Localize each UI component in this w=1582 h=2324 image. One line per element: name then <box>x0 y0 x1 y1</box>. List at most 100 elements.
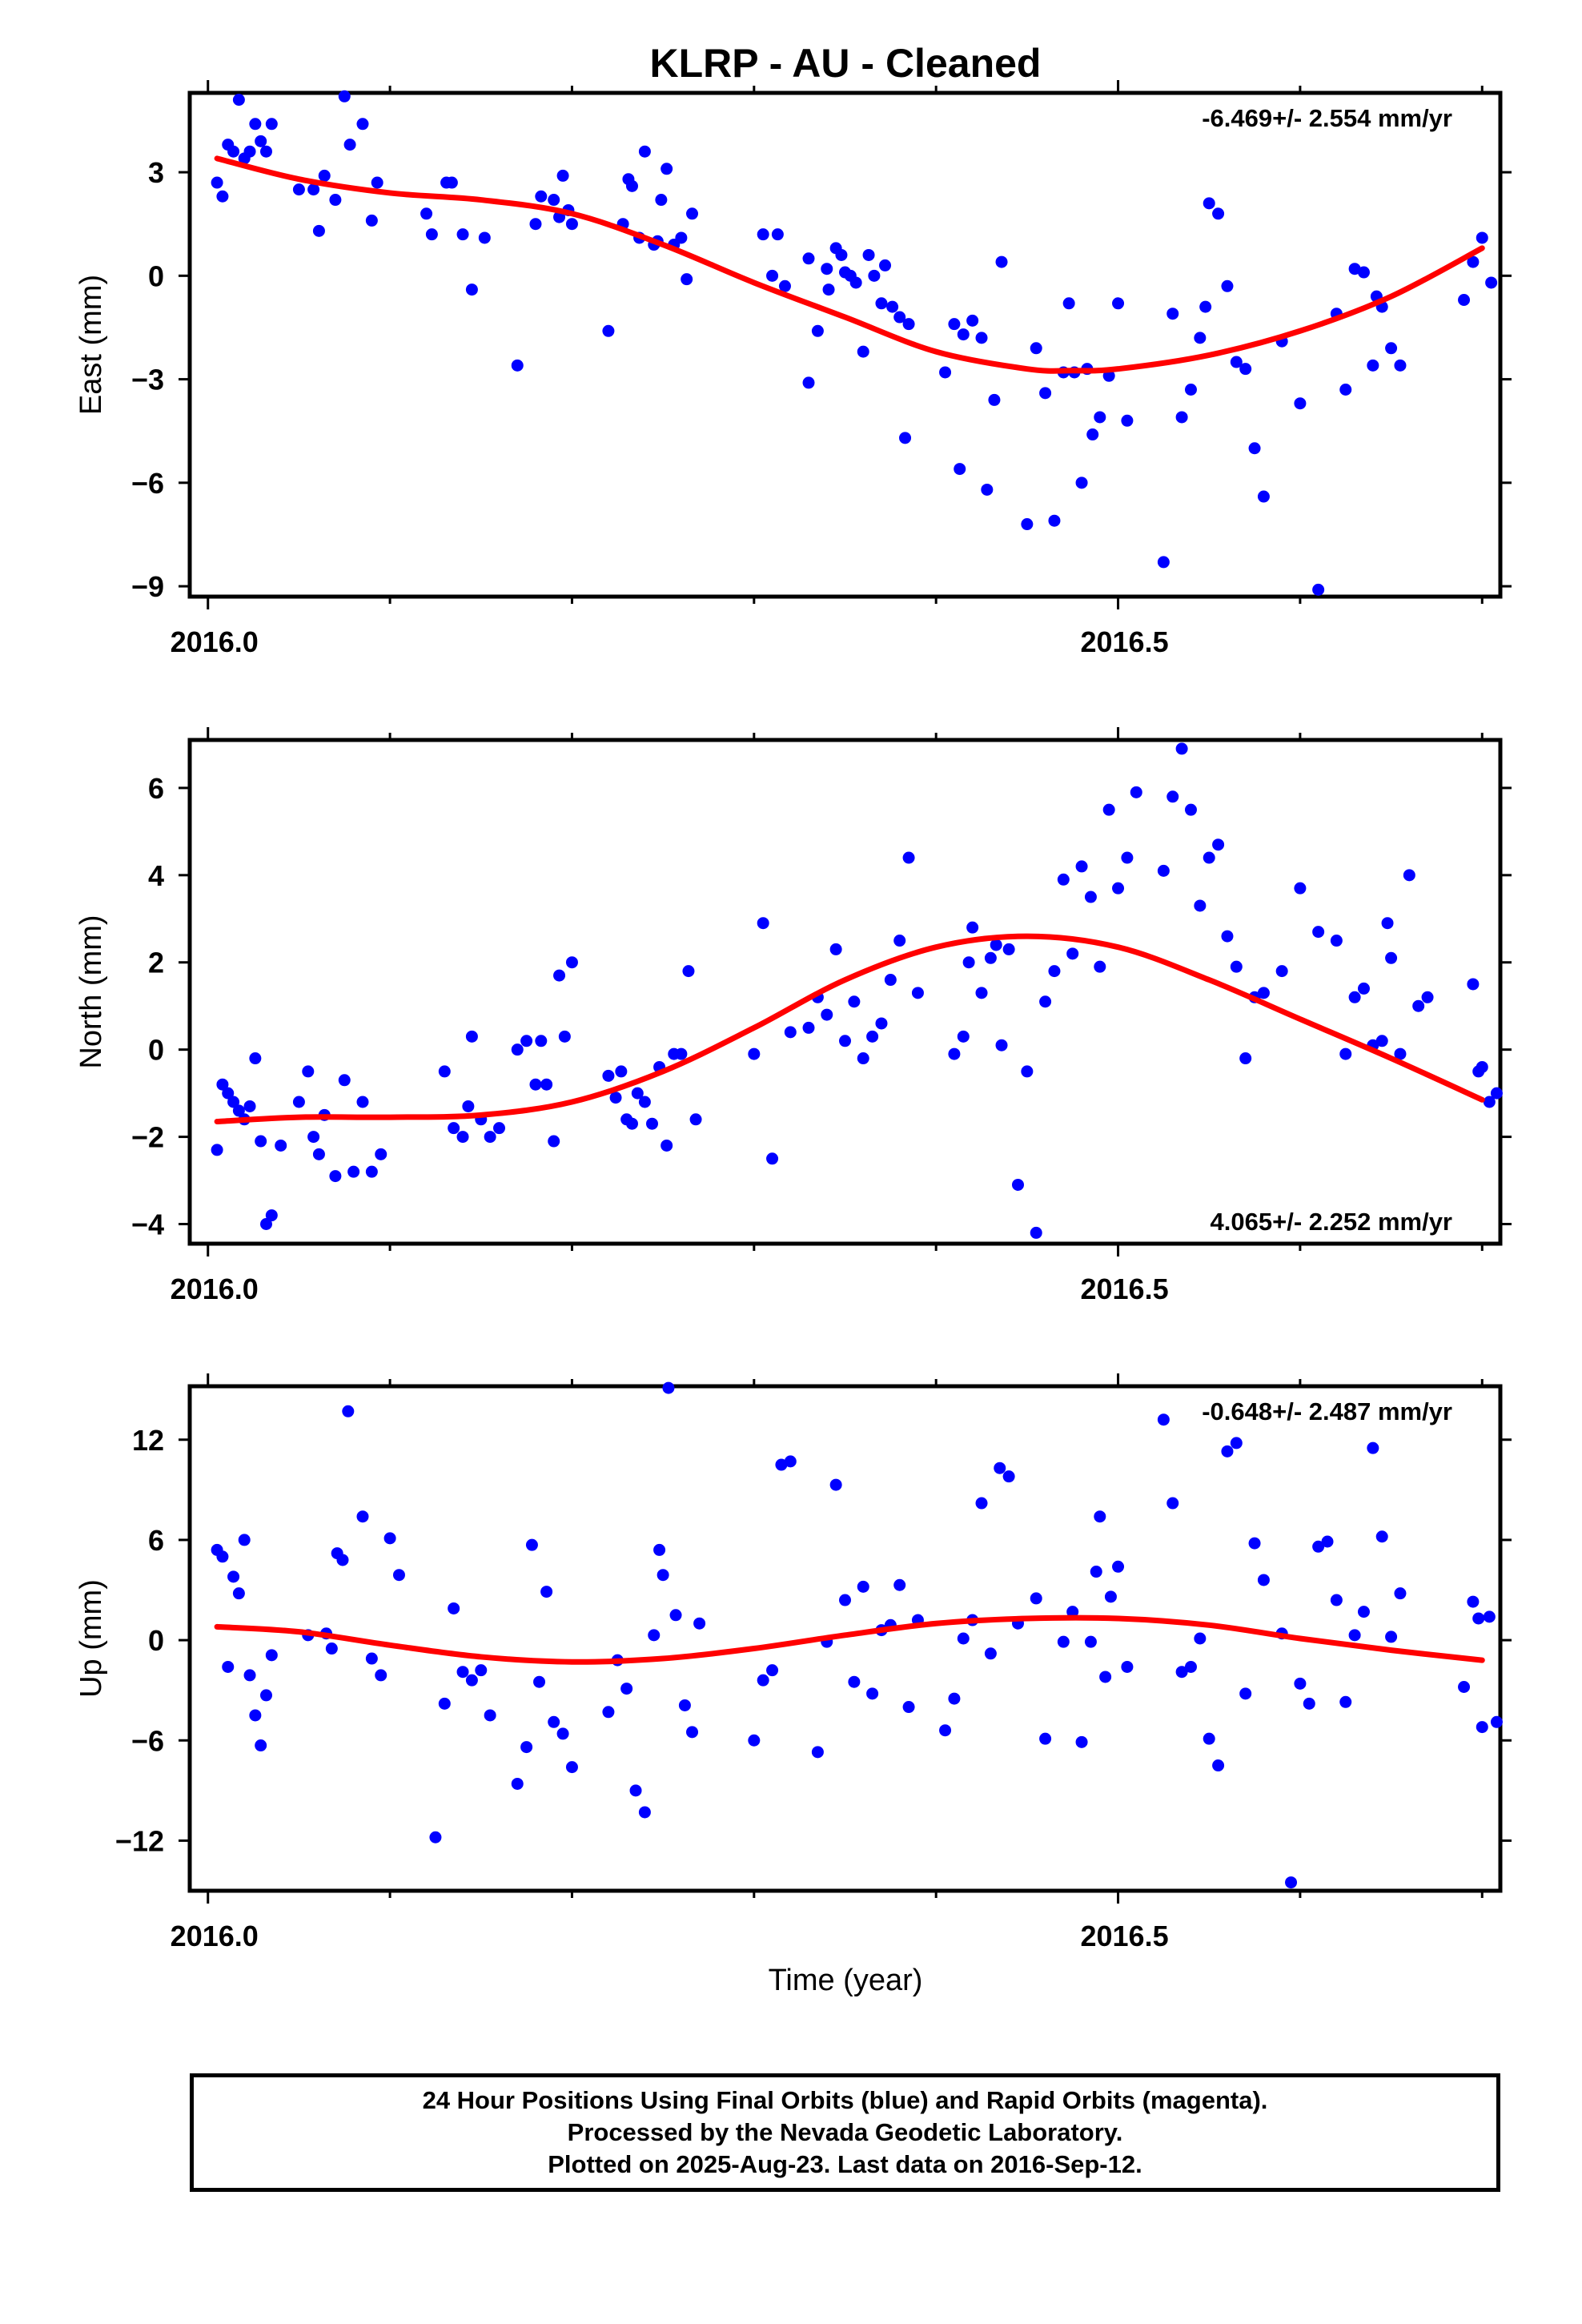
east-data-point <box>638 145 651 158</box>
east-data-point <box>1194 332 1207 344</box>
east-data-point <box>835 248 848 261</box>
east-data-point <box>675 231 688 244</box>
east-data-point <box>811 324 824 337</box>
up-data-point <box>784 1455 797 1468</box>
north-data-point <box>1121 851 1134 864</box>
east-data-point <box>802 376 815 389</box>
north-data-point <box>484 1131 496 1144</box>
up-data-point <box>1066 1606 1079 1618</box>
x-axis-label: Time (year) <box>769 1964 923 1997</box>
up-rate-label: -0.648+/- 2.487 mm/yr <box>1202 1397 1452 1425</box>
north-data-point <box>682 965 695 978</box>
up-data-point <box>766 1664 779 1677</box>
north-data-point <box>1048 965 1061 978</box>
east-data-point <box>875 297 888 310</box>
east-data-point <box>899 432 912 444</box>
up-data-point <box>748 1734 761 1747</box>
north-data-point <box>1212 838 1225 851</box>
east-data-point <box>849 276 862 289</box>
north-data-point <box>275 1139 287 1152</box>
north-data-point <box>1002 943 1015 955</box>
up-data-point <box>1303 1697 1315 1710</box>
up-data-point <box>629 1784 642 1797</box>
up-data-point <box>565 1761 578 1774</box>
east-ytick-label: 0 <box>148 259 164 292</box>
north-data-point <box>748 1047 761 1060</box>
north-data-point <box>1011 1178 1024 1191</box>
up-ytick-label: 12 <box>132 1424 164 1457</box>
east-data-point <box>821 263 833 275</box>
up-data-point <box>1090 1566 1102 1578</box>
north-data-point <box>1066 947 1079 960</box>
up-data-point <box>1057 1635 1070 1648</box>
north-data-point <box>1175 742 1188 755</box>
east-data-point <box>1476 231 1488 244</box>
north-data-point <box>1330 935 1343 947</box>
up-data-point <box>1121 1660 1134 1673</box>
north-data-point <box>966 921 979 934</box>
east-data-point <box>243 145 256 158</box>
north-data-point <box>975 987 988 999</box>
east-data-point <box>529 218 542 231</box>
east-data-point <box>329 194 342 207</box>
north-data-point <box>857 1052 869 1065</box>
up-data-point <box>548 1715 560 1728</box>
north-data-point <box>1194 899 1207 912</box>
north-data-point <box>548 1135 560 1148</box>
east-data-point <box>371 176 383 189</box>
east-data-point <box>1112 297 1125 310</box>
up-data-point <box>465 1674 478 1687</box>
chart-title: KLRP - AU - Cleaned <box>650 41 1042 86</box>
up-data-point <box>484 1709 496 1722</box>
east-data-point <box>1467 255 1480 268</box>
north-data-point <box>661 1139 673 1152</box>
north-data-point <box>1339 1047 1352 1060</box>
up-data-point <box>1476 1721 1488 1734</box>
east-data-point <box>661 163 673 175</box>
up-data-point <box>1175 1666 1188 1679</box>
north-data-point <box>1275 965 1288 978</box>
north-data-point <box>243 1100 256 1112</box>
east-data-point <box>939 366 952 379</box>
north-data-point <box>227 1096 240 1108</box>
up-xtick-label: 2016.0 <box>171 1920 259 1952</box>
east-ytick-label: −3 <box>131 364 164 396</box>
north-data-point <box>1294 882 1307 895</box>
east-data-point <box>857 345 869 358</box>
north-data-point <box>829 943 842 955</box>
north-data-point <box>866 1030 879 1043</box>
up-data-point <box>325 1642 338 1655</box>
up-data-point <box>620 1683 633 1695</box>
east-data-point <box>988 393 1001 406</box>
north-data-point <box>347 1165 360 1178</box>
north-data-point <box>1375 1035 1388 1047</box>
north-data-point <box>1021 1065 1034 1078</box>
north-data-point <box>1312 926 1325 939</box>
east-data-point <box>1199 300 1212 313</box>
up-data-point <box>939 1724 952 1737</box>
north-data-point <box>1130 786 1142 798</box>
north-data-point <box>565 956 578 969</box>
up-data-point <box>1230 1437 1243 1449</box>
north-data-point <box>1257 987 1270 999</box>
north-data-point <box>766 1152 779 1165</box>
north-data-point <box>307 1131 320 1144</box>
east-data-point <box>312 224 325 237</box>
east-plot-frame <box>187 90 1503 599</box>
footer-line-1: 24 Hour Positions Using Final Orbits (bl… <box>422 2086 1268 2114</box>
up-data-point <box>1483 1610 1496 1623</box>
north-data-point <box>302 1065 315 1078</box>
north-data-point <box>329 1170 342 1183</box>
east-data-point <box>1030 342 1042 355</box>
north-data-point <box>540 1078 553 1091</box>
east-data-point <box>1458 293 1471 306</box>
north-data-point <box>1094 960 1106 973</box>
up-data-point <box>438 1697 451 1710</box>
up-data-point <box>1472 1612 1485 1625</box>
up-data-point <box>957 1632 970 1645</box>
up-data-point <box>222 1660 235 1673</box>
up-data-point <box>1357 1606 1370 1618</box>
north-data-point <box>884 974 897 987</box>
up-data-point <box>975 1497 988 1510</box>
north-data-point <box>222 1087 235 1100</box>
